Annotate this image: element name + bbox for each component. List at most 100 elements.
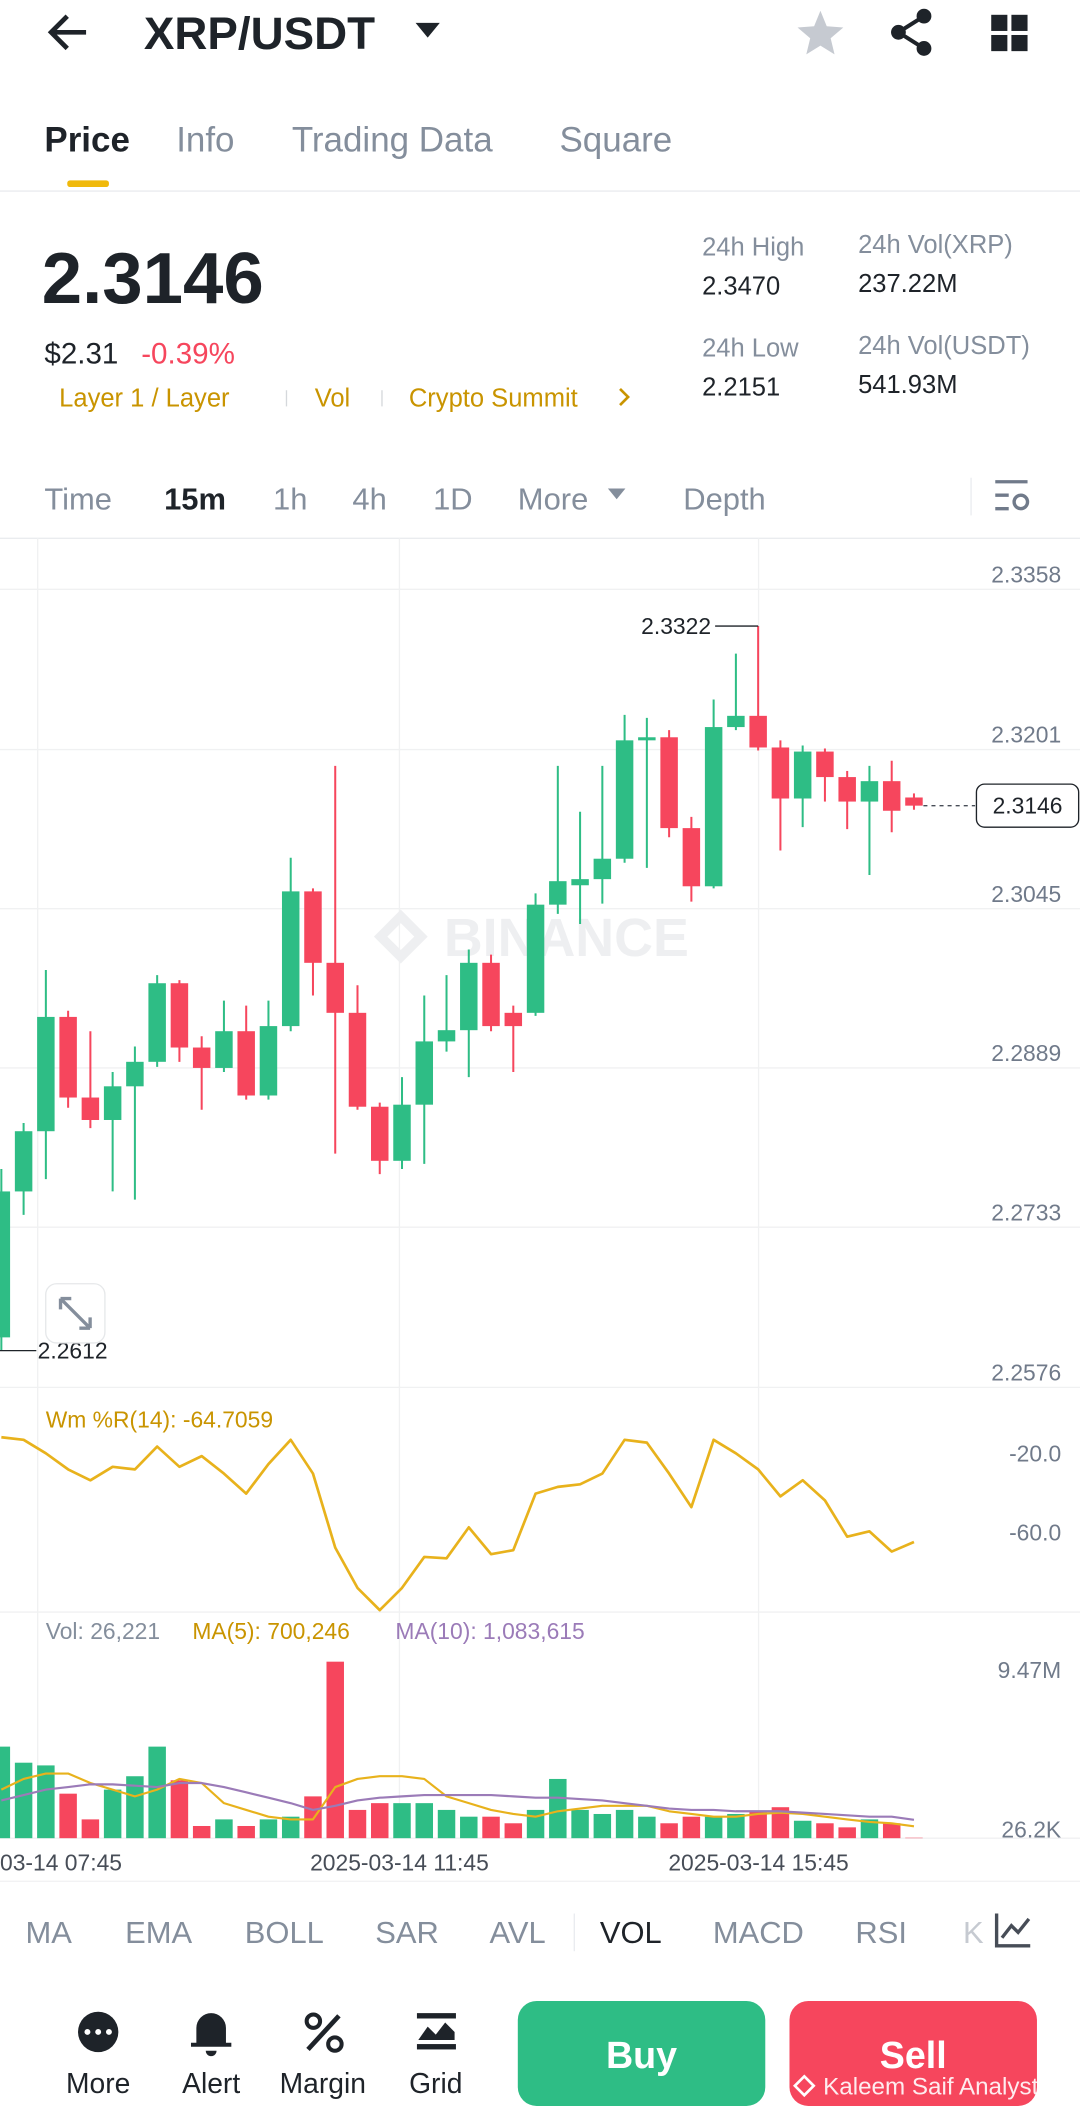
grid-icon[interactable] [416,2013,456,2050]
action-label[interactable]: Grid [409,2067,462,2099]
favorite-icon[interactable] [797,10,844,55]
action-label[interactable]: More [66,2067,130,2099]
indicator-tab[interactable]: K [963,1915,984,1950]
wr-line [1,1435,915,1612]
candle-body [482,962,500,1027]
volume-bar [615,1809,634,1839]
indicator-tab[interactable]: RSI [855,1915,907,1950]
watermark-logo [373,909,428,964]
volume-bar [81,1819,100,1839]
candle-body [860,781,879,802]
indicator-tab[interactable]: MACD [713,1915,804,1950]
y-tick-label: 2.3358 [991,561,1061,587]
candle-body [215,1031,233,1068]
candle-body [281,891,300,1027]
candle-body [237,1031,255,1096]
candle-body [437,1030,456,1042]
sell-label[interactable]: Sell [880,2034,947,2076]
last-price: 2.3146 [42,238,264,319]
volume-bar [549,1778,567,1839]
candle-body [326,962,344,1013]
share-icon[interactable] [891,8,932,56]
volume-bar [259,1819,278,1839]
legend-entry: MA(10): 1,083,615 [395,1618,584,1644]
volume-bar [326,1661,344,1839]
y-tick-label: -60.0 [1009,1520,1061,1546]
tag[interactable]: Layer 1 / Layer [59,384,230,412]
buy-label[interactable]: Buy [606,2034,677,2076]
volume-bar [816,1823,834,1839]
candle-body [14,1131,33,1192]
interval[interactable]: 1h [273,482,307,517]
candle-body [103,1086,122,1120]
volume-bar [59,1793,77,1839]
candle-body [460,962,478,1031]
indicator-tab[interactable]: EMA [125,1915,192,1950]
more-icon[interactable] [78,2011,119,2053]
stat-value: 2.2151 [702,374,780,402]
interval[interactable]: 15m [164,482,226,517]
indicator-tab[interactable]: VOL [600,1915,662,1950]
indicator-tab[interactable]: AVL [490,1915,546,1950]
stat-label: 24h Vol(USDT) [858,332,1030,360]
volume-bar [14,1762,33,1839]
pair-title[interactable]: XRP/USDT [144,8,375,59]
back-button[interactable] [47,14,87,51]
tag[interactable]: Vol [315,384,351,412]
tab[interactable]: Square [560,120,673,159]
interval[interactable]: More [518,482,588,517]
indicator-tab[interactable]: BOLL [245,1915,324,1950]
action-label[interactable]: Alert [182,2067,240,2099]
action-label[interactable]: Margin [280,2067,366,2099]
tab[interactable]: Price [44,120,130,159]
layout-icon[interactable] [991,14,1028,52]
expand-button[interactable] [45,1283,106,1344]
volume-bar [393,1803,411,1839]
alert-icon[interactable] [190,2013,232,2057]
volume-bar [437,1809,456,1839]
chart-settings-icon[interactable] [995,480,1030,511]
indicator-tab[interactable]: MA [26,1915,73,1950]
volume-bar [126,1776,144,1839]
stat-label: 24h Low [702,335,799,363]
candle-body [37,1016,55,1132]
sell-button[interactable] [789,2001,1037,2106]
candle-body [348,1012,367,1107]
volume-bar [838,1827,856,1839]
volume-bar [571,1809,589,1839]
interval[interactable]: 1D [433,482,473,517]
indicator-label: Wm %R(14): -64.7059 [46,1407,273,1433]
interval[interactable]: Time [44,482,112,517]
more-dropdown[interactable] [607,488,626,500]
volume-bar [638,1816,656,1839]
ma-line [0,1772,915,1828]
indicator-tab[interactable]: SAR [375,1915,439,1950]
candle-body [704,727,723,887]
volume-bar [727,1813,745,1839]
interval[interactable]: 4h [352,482,386,517]
volume-bar [482,1816,500,1839]
x-tick-label: 2025-03-14 11:45 [310,1849,489,1875]
tag[interactable]: Crypto Summit [409,384,578,412]
margin-icon[interactable] [304,2012,344,2053]
candle-body [126,1061,144,1087]
volume-bar [593,1813,612,1839]
last-price-label: 2.3146 [993,793,1063,819]
indicator-settings-icon[interactable] [994,1913,1031,1948]
volume-bar [771,1807,790,1839]
chart-watermark: BINANCE [444,908,689,968]
tag-chevron[interactable] [619,387,630,406]
interval[interactable]: Depth [683,482,766,517]
pair-dropdown[interactable] [415,22,440,38]
volume-bar [304,1796,322,1839]
volume-bar [660,1823,678,1839]
candle-body [638,737,656,741]
buy-button[interactable] [517,2001,766,2106]
candle-body [549,881,567,905]
tab[interactable]: Trading Data [292,120,493,159]
stat-value: 2.3470 [702,273,780,301]
tab[interactable]: Info [176,120,234,159]
candle-body [526,904,545,1013]
candle-body [81,1097,100,1120]
volume-bar [704,1816,723,1839]
